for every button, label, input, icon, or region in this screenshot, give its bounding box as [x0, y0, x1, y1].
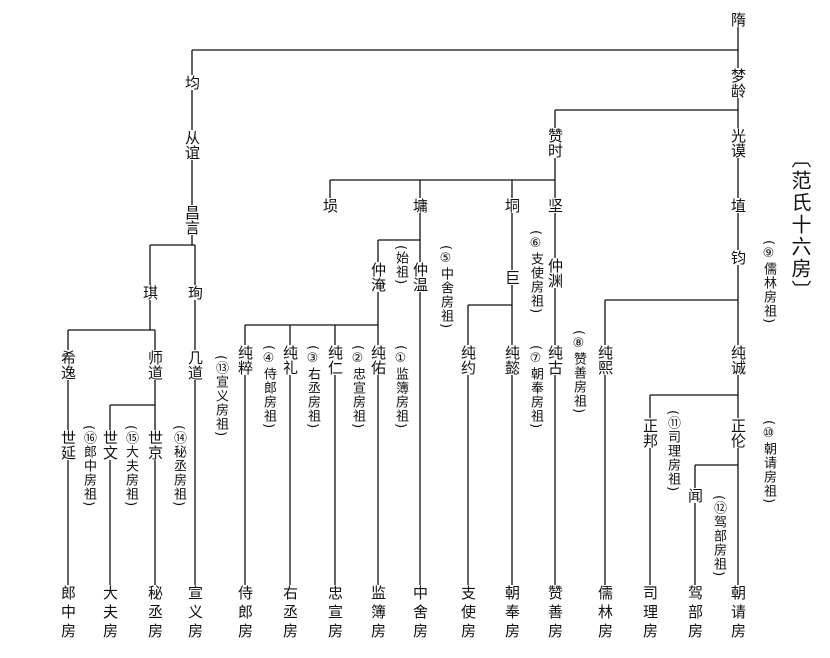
person-node: 世延	[59, 430, 77, 460]
person-node: 纯约	[459, 345, 477, 375]
person-node: 宣义房	[186, 585, 204, 642]
house-founder-note: (⑤中舍房祖)	[438, 245, 453, 330]
person-node: 正邦	[641, 418, 659, 448]
person-node: 纯仁	[326, 345, 344, 375]
person-node: 坚	[546, 198, 564, 213]
diagram-title: 〔范氏十六房〕	[788, 148, 812, 302]
house-founder-note: (④侍郎房祖)	[261, 345, 276, 430]
house-founder-note: (⑪司理房祖)	[665, 410, 680, 493]
person-node: 郎中房	[59, 585, 77, 642]
person-node: 光谟	[729, 128, 747, 158]
house-founder-note: (⑧赞善房祖)	[571, 330, 586, 415]
person-node: 赞善房	[546, 585, 564, 642]
person-node: 均	[183, 75, 201, 90]
person-node: 正伦	[729, 418, 747, 448]
house-founder-note: (⑭秘丞房祖)	[171, 425, 186, 508]
person-node: 从谊	[183, 130, 201, 160]
person-node: 秘丞房	[146, 585, 164, 642]
person-node: 忠宣房	[326, 585, 344, 642]
person-node: 隋	[729, 12, 747, 27]
person-node: 纯粹	[236, 345, 254, 375]
house-founder-note: (⑦朝奉房祖)	[528, 345, 543, 430]
person-node: 纯懿	[503, 345, 521, 375]
person-node: 侍郎房	[236, 585, 254, 642]
person-node: 纯佑	[369, 345, 387, 375]
person-node: 琪	[141, 285, 159, 300]
person-node: 大夫房	[101, 585, 119, 642]
person-node: 巨	[503, 270, 521, 285]
house-founder-note: (②忠宣房祖)	[350, 345, 365, 430]
person-node: 监簿房	[369, 585, 387, 642]
house-founder-note: (⑥支使房祖)	[528, 230, 543, 315]
person-node: 儒林房	[596, 585, 614, 642]
person-node: 赞时	[546, 128, 564, 158]
house-founder-note: (⑬宣义房祖)	[213, 355, 228, 438]
person-node: 埙	[321, 198, 339, 213]
person-node: 朝奉房	[503, 585, 521, 642]
person-node: 闻	[686, 488, 704, 503]
person-node: 埴	[729, 198, 747, 213]
person-node: 驾部房	[686, 585, 704, 642]
house-founder-note: (⑯郎中房祖)	[81, 425, 96, 508]
person-node: 纯礼	[281, 345, 299, 375]
house-founder-note: (⑮大夫房祖)	[123, 425, 138, 508]
person-node: 钧	[729, 250, 747, 265]
house-founder-note: (⑨儒林房祖)	[761, 240, 776, 325]
person-node: 师道	[146, 350, 164, 380]
person-node: 墉	[411, 198, 429, 213]
person-node: 昌言	[183, 205, 201, 235]
house-founder-note: (⑩朝请房祖)	[761, 420, 776, 505]
person-node: 纯诚	[729, 345, 747, 375]
house-founder-note: (⑫驾部房祖)	[711, 495, 726, 578]
person-node: 梦龄	[729, 68, 747, 98]
person-node: 世文	[101, 430, 119, 460]
house-founder-note: (①监簿房祖)	[393, 345, 408, 430]
person-node: 纯古	[546, 345, 564, 375]
person-node: 朝请房	[729, 585, 747, 642]
person-node: 珣	[186, 285, 204, 300]
person-node: 垌	[503, 198, 521, 213]
person-node: 右丞房	[281, 585, 299, 642]
person-node: 仲淹	[369, 262, 387, 292]
person-node: 纯熙	[596, 345, 614, 375]
person-node: 支使房	[459, 585, 477, 642]
person-node: 司理房	[641, 585, 659, 642]
person-node: 仲渊	[546, 258, 564, 288]
person-node: 世京	[146, 430, 164, 460]
person-node: 仲温	[411, 262, 429, 292]
person-node: 中舍房	[411, 585, 429, 642]
person-node: 几道	[186, 350, 204, 380]
house-founder-note: (始祖)	[393, 245, 408, 286]
person-node: 希逸	[59, 350, 77, 380]
house-founder-note: (③右丞房祖)	[305, 345, 320, 430]
